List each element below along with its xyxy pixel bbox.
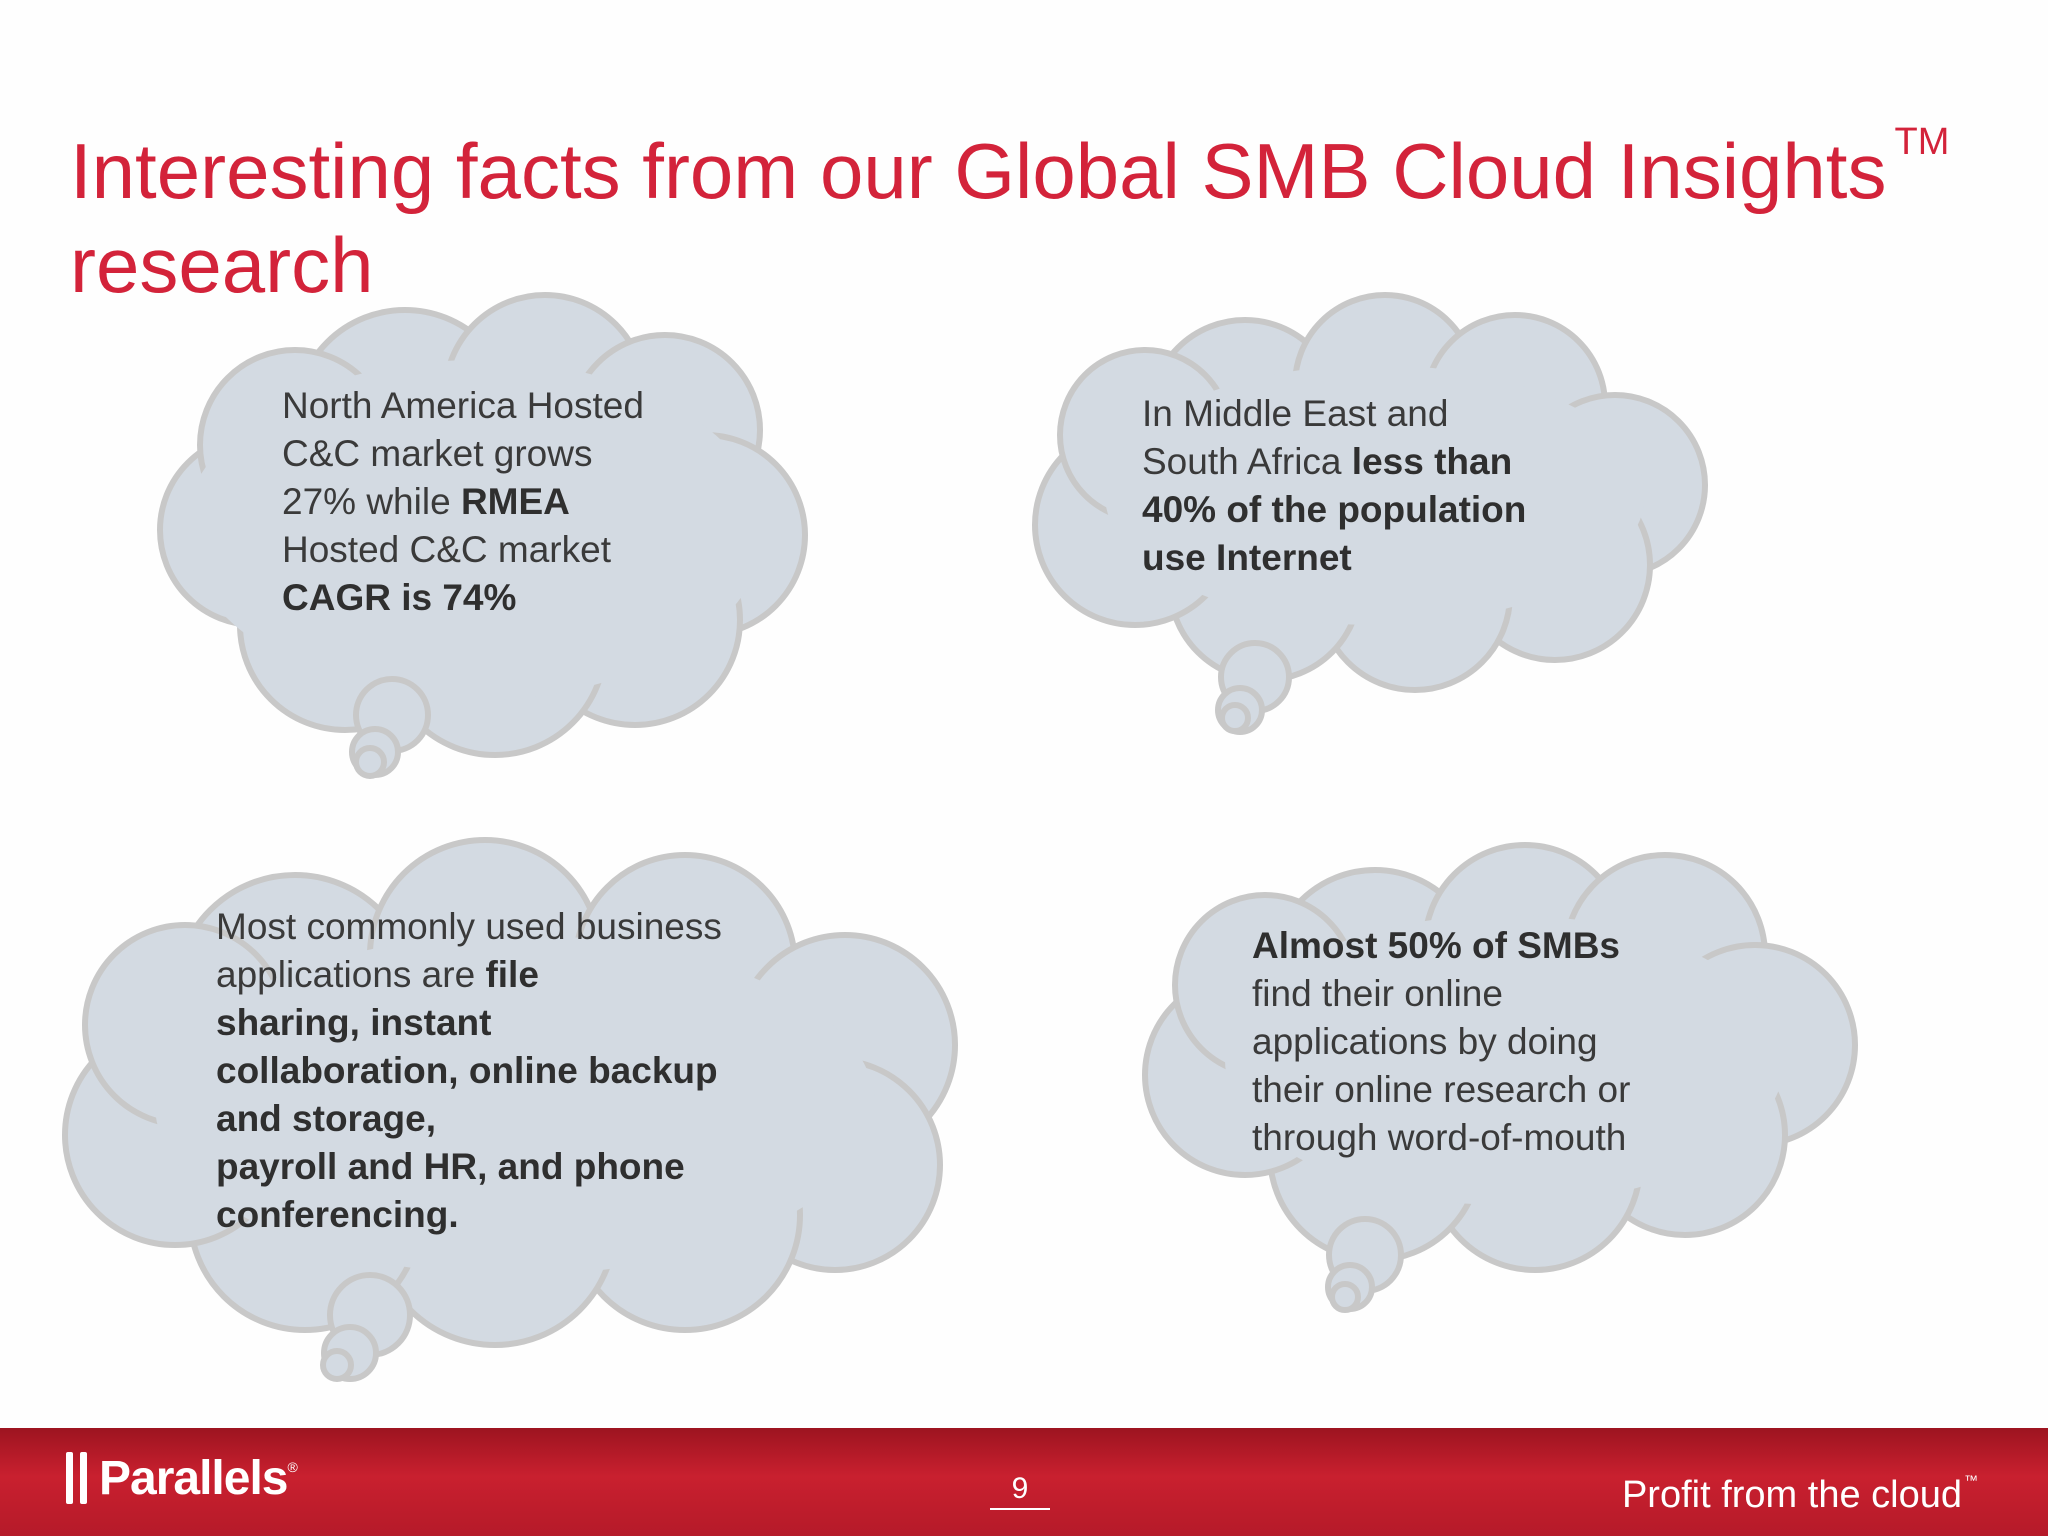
- title-line-1: Interesting facts from our Global SMB Cl…: [70, 127, 1887, 215]
- title-line-2: research: [70, 221, 374, 309]
- bubble-text-run: North America Hosted: [282, 385, 644, 426]
- thought-bubble-business-apps: [62, 837, 958, 1382]
- bubble-text-run: through word-of-mouth: [1252, 1117, 1627, 1158]
- page-number: 9: [990, 1472, 1050, 1510]
- bubble-text-bold: conferencing.: [216, 1194, 459, 1235]
- parallels-bars-icon: [66, 1452, 87, 1504]
- bubble-text-run: In Middle East and: [1142, 393, 1449, 434]
- thought-bubble-middle-east: [1032, 292, 1708, 735]
- bubble-text-bold: less than: [1351, 441, 1513, 482]
- bubble-text-bold: collaboration, online backup: [216, 1050, 718, 1091]
- bubble-text-middle-east: In Middle East and South Africa less than…: [1142, 390, 1602, 582]
- trademark-mark: TM: [1894, 121, 1950, 163]
- bubble-text-bold: RMEA: [460, 481, 570, 522]
- bubble-text-bold: sharing, instant: [216, 1002, 492, 1043]
- bubble-text-run: find their online: [1252, 973, 1503, 1014]
- bubble-text-run: applications are: [216, 954, 486, 995]
- bubble-text-business-apps: Most commonly used business applications …: [216, 903, 836, 1239]
- bubble-text-bold: and storage,: [216, 1098, 436, 1139]
- footer-tagline: Profit from the cloud ™: [1621, 1472, 1978, 1516]
- parallels-logo: Parallels®: [66, 1448, 298, 1508]
- bubble-text-bold: 40% of the population: [1142, 489, 1527, 530]
- bubble-text-run: C&C market grows: [282, 433, 593, 474]
- thought-bubble-north-america: [157, 292, 808, 779]
- bubble-text-run: applications by doing: [1252, 1021, 1598, 1062]
- bubble-text-run: their online research or: [1252, 1069, 1631, 1110]
- thought-bubble-smb-research: [1142, 842, 1858, 1313]
- bubble-text-run: Most commonly used business: [216, 906, 722, 947]
- slide-title: Interesting facts from our Global SMB Cl…: [70, 95, 2030, 312]
- bubble-text-run: 27% while: [282, 481, 461, 522]
- bubble-text-north-america: North America Hosted C&C market grows 27% …: [282, 382, 722, 622]
- bubble-text-run: Hosted C&C market: [282, 529, 611, 570]
- footer-bar: Parallels® 9 Profit from the cloud ™: [0, 1428, 2048, 1536]
- bubble-text-bold: payroll and HR, and phone: [216, 1146, 685, 1187]
- bubble-text-run: South Africa: [1142, 441, 1352, 482]
- bubble-text-smb-research: Almost 50% of SMBs find their online appli…: [1252, 922, 1712, 1162]
- bubble-text-bold: file: [485, 954, 539, 995]
- bubble-text-bold: use Internet: [1142, 537, 1352, 578]
- logo-wordmark: Parallels®: [99, 1451, 298, 1505]
- bubble-text-bold: CAGR is 74%: [282, 577, 517, 618]
- bubble-text-bold: Almost 50% of SMBs: [1252, 925, 1621, 966]
